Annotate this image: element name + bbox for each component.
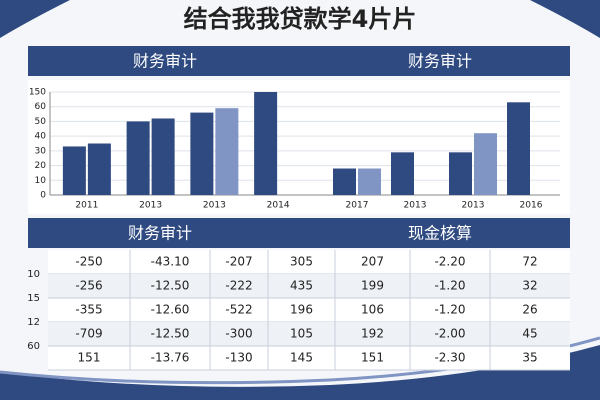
chart-title: 财务审计 <box>408 52 472 71</box>
cell: 199 <box>361 279 384 293</box>
table-title: 财务审计 <box>128 224 192 243</box>
cell: 145 <box>290 351 313 365</box>
cell: -130 <box>225 351 252 365</box>
cell: -12.50 <box>151 327 190 341</box>
cell: 192 <box>361 327 384 341</box>
cell: 151 <box>361 351 384 365</box>
row-band <box>48 322 570 346</box>
bar <box>190 112 214 195</box>
cell: -256 <box>75 279 102 293</box>
cell: 105 <box>290 327 313 341</box>
x-tick-label: 2013 <box>139 201 162 211</box>
cell: -300 <box>225 327 252 341</box>
cell: -43.10 <box>151 255 190 269</box>
x-tick-label: 2014 <box>267 201 290 211</box>
cell: -522 <box>225 303 252 317</box>
cell: -709 <box>75 327 102 341</box>
cell: -207 <box>225 255 252 269</box>
cell: -2.30 <box>434 351 465 365</box>
bar <box>215 108 239 195</box>
row-label: 12 <box>27 317 40 328</box>
cell: -12.60 <box>151 303 190 317</box>
table-title: 现金核算 <box>408 224 472 243</box>
y-tick-label: 40 <box>35 132 47 142</box>
cell: -2.20 <box>434 255 465 269</box>
cell: 35 <box>522 351 537 365</box>
row-label: 10 <box>27 269 40 280</box>
bar <box>507 102 530 195</box>
cell: -250 <box>75 255 102 269</box>
x-tick-label: 2013 <box>203 201 226 211</box>
decor <box>0 345 600 400</box>
cell: 72 <box>522 255 537 269</box>
cell: 196 <box>290 303 313 317</box>
y-tick-label: 50 <box>35 117 47 127</box>
y-tick-label: 150 <box>29 88 46 98</box>
cell: -2.00 <box>434 327 465 341</box>
bar <box>126 121 150 195</box>
bar <box>449 152 472 195</box>
cell: 45 <box>522 327 537 341</box>
y-tick-label: 60 <box>35 102 47 112</box>
bar <box>474 133 497 195</box>
row-band <box>48 274 570 298</box>
cell: -1.20 <box>434 303 465 317</box>
x-tick-label: 2011 <box>75 201 98 211</box>
y-tick-label: 10 <box>35 176 47 186</box>
table-header <box>28 218 570 248</box>
y-tick-label: 30 <box>35 146 47 156</box>
bar <box>358 168 381 195</box>
chart-title: 财务审计 <box>133 52 197 71</box>
row-label: 60 <box>27 341 40 352</box>
cell: 26 <box>522 303 537 317</box>
x-tick-label: 2017 <box>346 201 369 211</box>
cell: -1.20 <box>434 279 465 293</box>
decor <box>0 0 70 38</box>
bar <box>151 118 175 195</box>
cell: 207 <box>361 255 384 269</box>
cell: 305 <box>290 255 313 269</box>
cell: -355 <box>75 303 102 317</box>
x-tick-label: 2013 <box>462 201 485 211</box>
cell: 435 <box>290 279 313 293</box>
cell: -13.76 <box>151 351 190 365</box>
y-tick-label: 20 <box>35 161 47 171</box>
decor <box>530 0 600 38</box>
x-tick-label: 2016 <box>520 201 543 211</box>
cell: -12.50 <box>151 279 190 293</box>
table-body <box>48 250 570 370</box>
bar <box>333 168 356 195</box>
x-tick-label: 2013 <box>404 201 427 211</box>
cell: 32 <box>522 279 537 293</box>
bar <box>62 146 86 195</box>
bar <box>254 92 278 195</box>
row-label: 15 <box>27 293 40 304</box>
cell: 106 <box>361 303 384 317</box>
y-tick-label: 0 <box>40 191 46 201</box>
page-title: 结合我我贷款学4片片 <box>184 5 417 33</box>
chart-header <box>28 46 570 76</box>
bar <box>391 152 414 195</box>
cell: -222 <box>225 279 252 293</box>
bar <box>87 143 111 195</box>
cell: 151 <box>78 351 101 365</box>
